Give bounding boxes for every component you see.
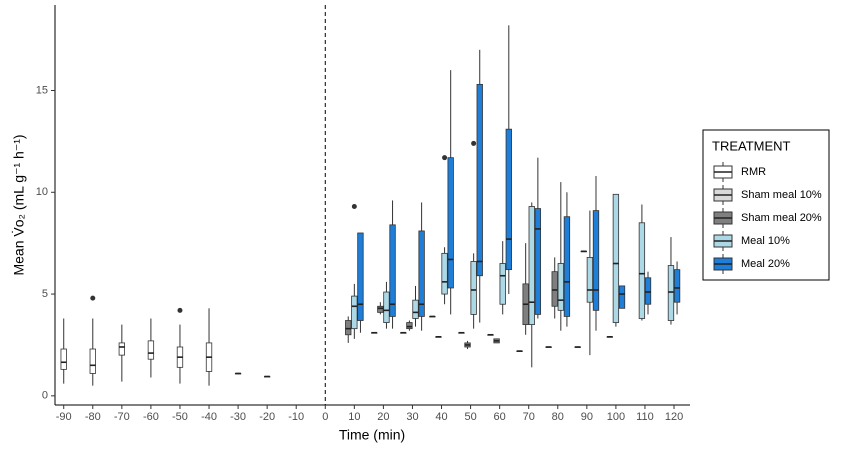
box <box>377 305 384 313</box>
x-tick-label: 110 <box>636 411 654 423</box>
box <box>418 230 425 317</box>
box <box>557 263 564 311</box>
box <box>345 320 352 336</box>
box <box>551 271 558 307</box>
box <box>89 348 96 374</box>
box <box>644 277 652 305</box>
box <box>357 232 364 321</box>
legend-frame <box>702 129 830 281</box>
x-tick-label: 120 <box>665 411 683 423</box>
legend-label: Meal 20% <box>741 258 790 270</box>
outlier <box>471 140 477 146</box>
x-tick-label: 80 <box>552 411 564 423</box>
box <box>60 348 67 370</box>
x-tick-label: -70 <box>114 411 130 423</box>
legend-label: Sham meal 10% <box>741 189 822 201</box>
box <box>383 291 390 323</box>
x-tick-label: 90 <box>581 411 593 423</box>
x-tick-label: -30 <box>230 411 246 423</box>
legend-label: Meal 10% <box>741 235 790 247</box>
x-tick-label: 30 <box>406 411 418 423</box>
box <box>667 265 675 321</box>
x-axis-title: Time (min) <box>339 427 405 443</box>
x-tick-label: -80 <box>85 411 101 423</box>
x-tick-label: 20 <box>377 411 389 423</box>
legend-label: RMR <box>741 166 766 178</box>
box <box>499 263 506 305</box>
box <box>447 157 454 289</box>
x-tick-label: 100 <box>607 411 625 423</box>
box <box>476 83 483 277</box>
box <box>147 340 155 360</box>
box <box>618 285 626 309</box>
outlier <box>442 155 448 161</box>
y-tick-label: 5 <box>42 288 48 300</box>
box <box>389 224 396 317</box>
box <box>563 216 571 317</box>
x-tick-label: 50 <box>464 411 476 423</box>
x-tick-label: 60 <box>494 411 506 423</box>
x-tick-label: 0 <box>322 411 328 423</box>
box <box>586 257 594 303</box>
box <box>673 269 681 303</box>
x-tick-label: -50 <box>172 411 188 423</box>
box <box>505 128 512 271</box>
box <box>592 210 600 311</box>
box <box>534 208 542 315</box>
x-tick-label: 70 <box>523 411 535 423</box>
y-tick-label: 0 <box>42 390 48 402</box>
box <box>441 252 448 295</box>
y-axis-title: Mean V̇o₂ (mL g⁻¹ h⁻¹) <box>11 134 27 275</box>
y-tick-label: 10 <box>36 186 48 198</box>
legend-title: TREATMENT <box>712 138 791 153</box>
x-tick-label: -40 <box>201 411 217 423</box>
legend-label: Sham meal 20% <box>741 212 822 224</box>
x-tick-label: -90 <box>56 411 72 423</box>
box <box>118 342 126 356</box>
x-tick-label: -60 <box>143 411 159 423</box>
x-tick-label: 10 <box>348 411 360 423</box>
outlier <box>177 307 183 313</box>
box <box>612 193 620 323</box>
x-tick-label: 40 <box>435 411 447 423</box>
box <box>351 295 358 330</box>
outlier <box>351 204 357 210</box>
y-tick-label: 15 <box>36 84 48 96</box>
x-tick-label: -20 <box>259 411 275 423</box>
box <box>412 299 419 319</box>
box <box>528 206 535 325</box>
box <box>470 261 477 315</box>
box <box>406 322 413 330</box>
box <box>638 222 646 319</box>
x-tick-label: -10 <box>288 411 304 423</box>
outlier <box>90 295 96 301</box>
